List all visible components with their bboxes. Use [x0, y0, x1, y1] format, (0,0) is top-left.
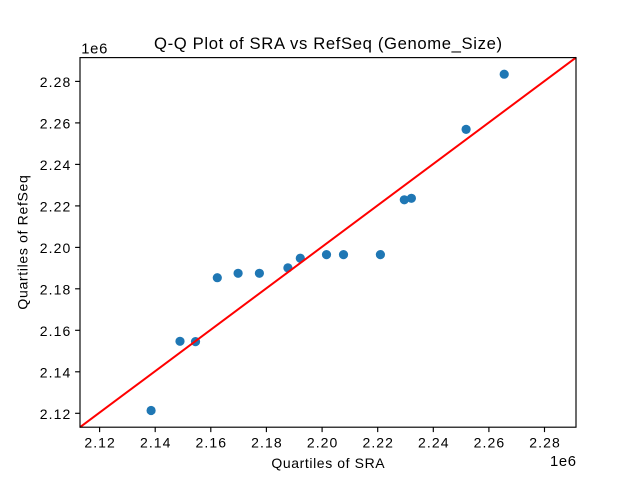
svg-text:2.16: 2.16 — [196, 435, 227, 451]
svg-text:2.22: 2.22 — [362, 435, 393, 451]
svg-text:2.28: 2.28 — [40, 74, 71, 90]
svg-text:2.24: 2.24 — [40, 157, 71, 173]
svg-text:Quartiles of RefSeq: Quartiles of RefSeq — [15, 175, 31, 309]
svg-text:2.24: 2.24 — [418, 435, 449, 451]
svg-text:1e6: 1e6 — [550, 454, 576, 470]
svg-text:2.14: 2.14 — [140, 435, 171, 451]
svg-text:Q-Q Plot of SRA vs RefSeq (Gen: Q-Q Plot of SRA vs RefSeq (Genome_Size) — [154, 34, 502, 53]
svg-text:Quartiles of SRA: Quartiles of SRA — [271, 455, 385, 471]
svg-text:2.26: 2.26 — [474, 435, 505, 451]
svg-text:2.28: 2.28 — [529, 435, 560, 451]
svg-text:1e6: 1e6 — [81, 42, 107, 58]
svg-text:2.12: 2.12 — [84, 435, 115, 451]
svg-text:2.16: 2.16 — [40, 323, 71, 339]
svg-text:2.20: 2.20 — [40, 240, 71, 256]
svg-text:2.18: 2.18 — [40, 281, 71, 297]
svg-text:2.18: 2.18 — [251, 435, 282, 451]
svg-text:2.14: 2.14 — [40, 364, 71, 380]
svg-text:2.20: 2.20 — [307, 435, 338, 451]
svg-text:2.12: 2.12 — [40, 406, 71, 422]
svg-text:2.26: 2.26 — [40, 116, 71, 132]
svg-text:2.22: 2.22 — [40, 199, 71, 215]
